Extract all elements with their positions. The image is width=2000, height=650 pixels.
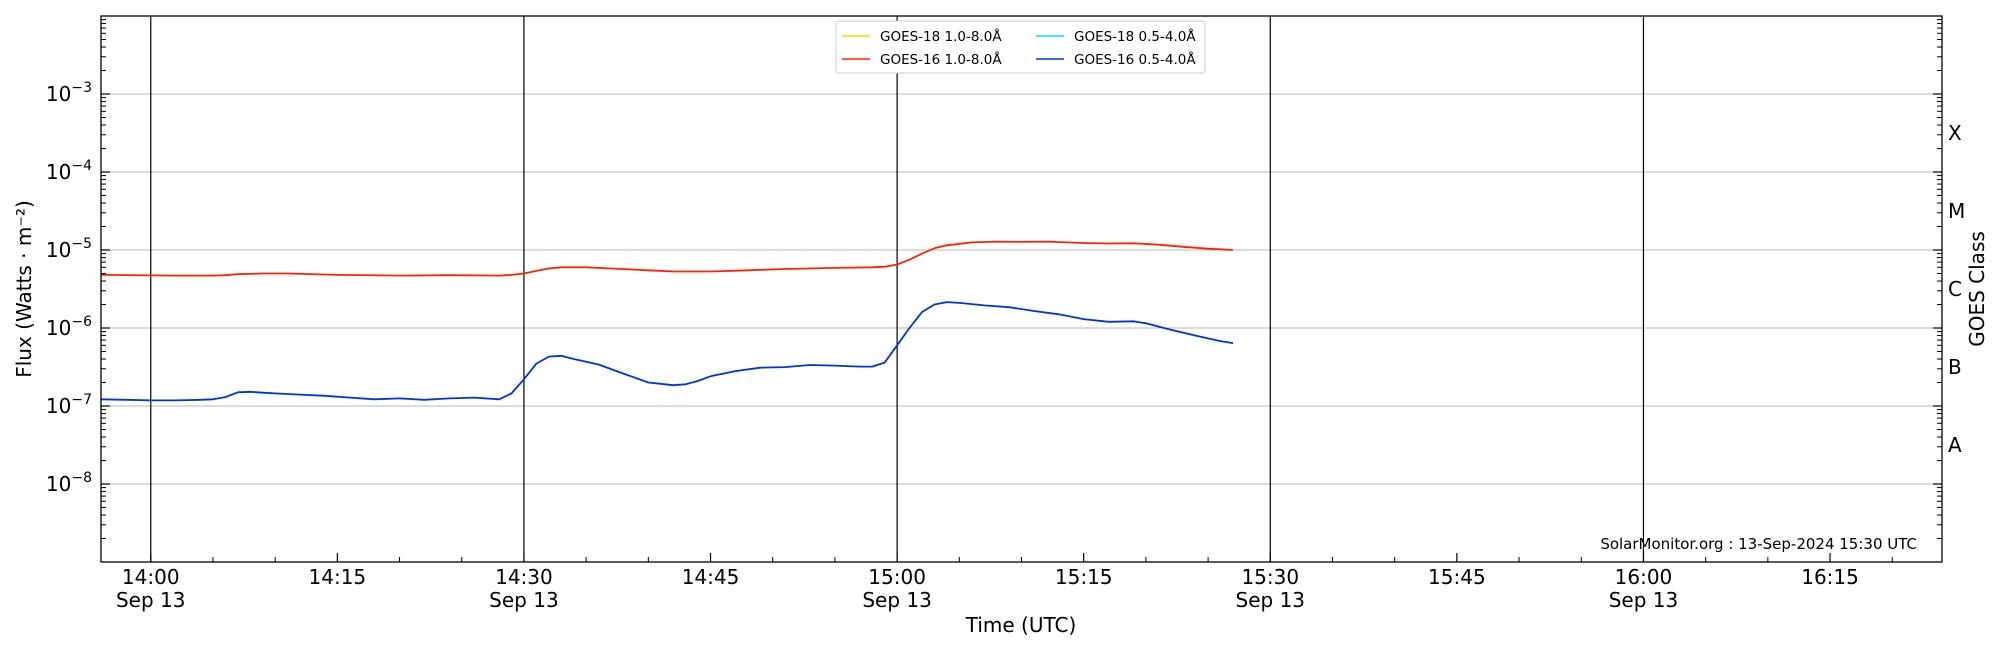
y-tick-exponent: −6 (71, 314, 92, 330)
series-line (101, 240, 1234, 277)
grid-lines (101, 93, 1942, 485)
y-tick-exponent: −4 (71, 158, 92, 174)
x-axis-title: Time (UTC) (965, 613, 1077, 637)
legend: GOES-18 1.0-8.0Å GOES-16 1.0-8.0Å GOES-18 … (835, 20, 1206, 74)
y-tick-base: 10 (46, 238, 71, 262)
y-tick-base: 10 (46, 394, 71, 418)
credit-text: SolarMonitor.org : 13-Sep-2024 15:30 UTC (1600, 535, 1917, 553)
x-tick-date: Sep 13 (1236, 588, 1306, 612)
x-tick-label: 16:00 (1615, 565, 1673, 589)
x-tick-date: Sep 13 (1609, 588, 1679, 612)
y-tick-base: 10 (46, 82, 71, 106)
y-tick-base: 10 (46, 472, 71, 496)
x-tick-date: Sep 13 (862, 588, 932, 612)
axis-ticks (101, 19, 1942, 562)
plot-frame (100, 15, 1943, 563)
goes-class-a: A (1948, 433, 1962, 457)
y-tick-label: 10−5 (46, 236, 92, 262)
goes-class-x: X (1948, 121, 1962, 145)
goes-class-labels: X M C B A (1948, 121, 1965, 457)
y-tick-labels: 10−310−410−510−610−710−8 (46, 80, 92, 496)
y-axis-title: Flux (Watts · m⁻²) (12, 200, 36, 378)
legend-label: GOES-18 1.0-8.0Å (880, 28, 1002, 45)
y-tick-label: 10−7 (46, 392, 92, 418)
y-tick-base: 10 (46, 160, 71, 184)
series-lines (101, 240, 1234, 402)
y-tick-exponent: −3 (71, 80, 92, 96)
y-tick-exponent: −8 (71, 470, 92, 486)
x-tick-date: Sep 13 (489, 588, 559, 612)
series-line (101, 301, 1234, 402)
y-tick-label: 10−8 (46, 470, 92, 496)
x-tick-label: 15:45 (1428, 565, 1486, 589)
x-tick-date: Sep 13 (116, 588, 186, 612)
y-tick-label: 10−4 (46, 158, 92, 184)
legend-label: GOES-16 1.0-8.0Å (880, 51, 1002, 68)
x-tick-label: 15:00 (868, 565, 926, 589)
goes-class-m: M (1948, 199, 1965, 223)
y-tick-exponent: −7 (71, 392, 92, 408)
y2-axis-title: GOES Class (1965, 231, 1989, 347)
y-tick-exponent: −5 (71, 236, 92, 252)
x-tick-label: 15:30 (1241, 565, 1299, 589)
x-tick-label: 14:00 (122, 565, 180, 589)
y-tick-label: 10−6 (46, 314, 92, 340)
x-tick-label: 15:15 (1055, 565, 1113, 589)
legend-label: GOES-16 0.5-4.0Å (1074, 51, 1196, 68)
x-tick-label: 14:45 (682, 565, 740, 589)
y-tick-base: 10 (46, 316, 71, 340)
legend-box (835, 20, 1206, 74)
date-boundary-lines (150, 16, 1645, 562)
goes-class-c: C (1948, 277, 1962, 301)
x-tick-label: 14:30 (495, 565, 553, 589)
x-tick-label: 16:15 (1801, 565, 1859, 589)
x-tick-label: 14:15 (309, 565, 367, 589)
legend-label: GOES-18 0.5-4.0Å (1074, 28, 1196, 45)
y-tick-label: 10−3 (46, 80, 92, 106)
goes-class-b: B (1948, 355, 1962, 379)
